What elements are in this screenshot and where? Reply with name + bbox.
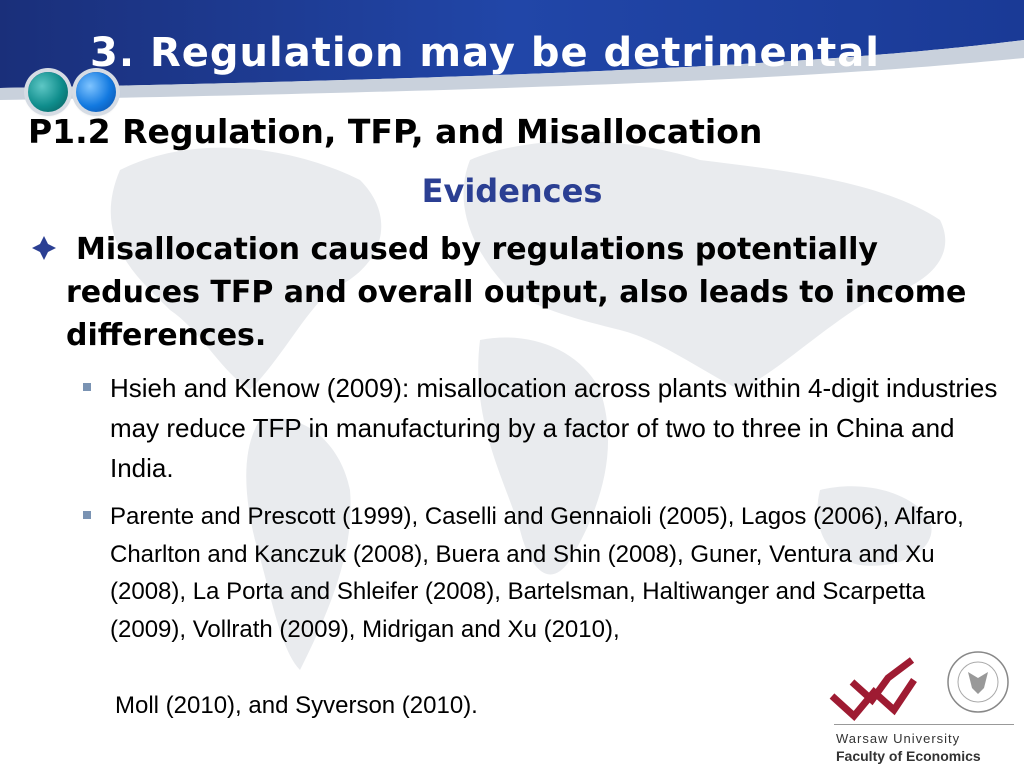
header-band	[0, 0, 1024, 100]
slide-title: 3. Regulation may be detrimental	[90, 30, 880, 76]
sub-bullet-list: Hsieh and Klenow (2009): misallocation a…	[80, 368, 1000, 488]
sub-bullet-text: Hsieh and Klenow (2009): misallocation a…	[110, 373, 998, 483]
main-bullet-text: Misallocation caused by regulations pote…	[66, 232, 967, 353]
square-bullet-icon	[83, 383, 91, 391]
sub-bullet-item: Parente and Prescott (1999), Caselli and…	[80, 498, 990, 648]
square-bullet-icon	[83, 511, 91, 519]
warsaw-university-logo	[829, 651, 1009, 722]
university-seal-icon	[947, 651, 1009, 713]
logo-university-name: Warsaw University	[836, 731, 961, 746]
logo-divider	[834, 724, 1014, 725]
slide-subtitle: P1.2 Regulation, TFP, and Misallocation	[28, 112, 763, 151]
sub-bullet-item: Hsieh and Klenow (2009): misallocation a…	[80, 368, 1000, 488]
sub-bullet-list-2: Parente and Prescott (1999), Caselli and…	[80, 498, 990, 648]
main-bullet: Misallocation caused by regulations pote…	[30, 228, 1000, 357]
economics-zigzag-mark-icon	[829, 657, 917, 722]
sub-bullet-text: Parente and Prescott (1999), Caselli and…	[110, 503, 964, 643]
teal-orb-icon	[28, 72, 68, 112]
world-map-background	[110, 141, 946, 670]
logo-faculty-name: Faculty of Economics	[836, 748, 981, 764]
continuation-text: Moll (2010), and Syverson (2010).	[115, 692, 478, 719]
diamond-bullet-icon	[32, 236, 56, 260]
section-heading: Evidences	[421, 172, 603, 210]
blue-orb-icon	[76, 72, 116, 112]
